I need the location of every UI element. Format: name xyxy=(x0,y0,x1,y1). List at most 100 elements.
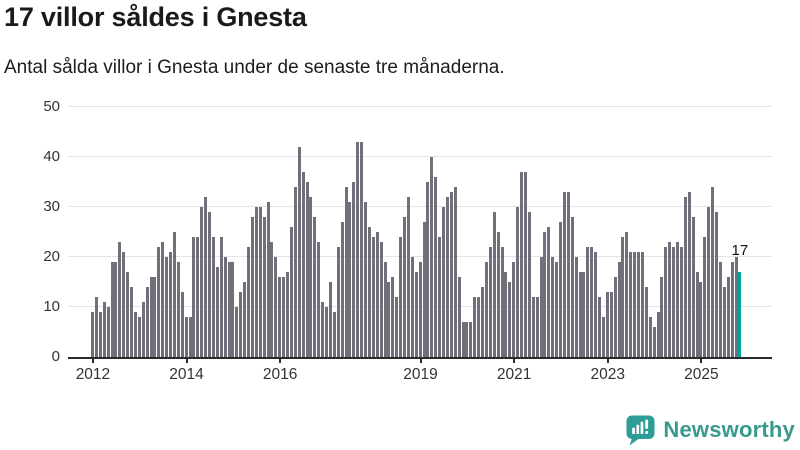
bar xyxy=(679,247,683,357)
y-axis-label-10: 10 xyxy=(43,298,60,315)
gridline-20 xyxy=(68,256,772,257)
x-axis-label-2016: 2016 xyxy=(262,366,298,383)
bar xyxy=(426,182,430,357)
bar xyxy=(473,297,477,357)
bar xyxy=(301,172,305,357)
bar xyxy=(184,317,188,357)
bar xyxy=(711,187,715,357)
bar xyxy=(266,202,270,357)
bar xyxy=(531,297,535,357)
bar xyxy=(114,262,118,357)
bar xyxy=(687,192,691,357)
bar xyxy=(223,257,227,357)
bar xyxy=(258,207,262,357)
bar xyxy=(695,272,699,357)
bar xyxy=(383,262,387,357)
bar xyxy=(449,192,453,357)
bar xyxy=(293,187,297,357)
bar xyxy=(270,242,274,357)
bar xyxy=(91,312,94,357)
newsworthy-logo[interactable]: Newsworthy xyxy=(626,412,795,448)
bar xyxy=(718,262,722,357)
bar xyxy=(594,252,598,357)
gridline-40 xyxy=(68,156,772,157)
bar xyxy=(570,217,574,357)
bar xyxy=(391,277,395,357)
bar xyxy=(617,262,621,357)
y-axis-label-0: 0 xyxy=(51,348,60,365)
bar xyxy=(461,322,465,357)
bar xyxy=(609,292,613,357)
bar xyxy=(726,277,730,357)
bar xyxy=(204,197,208,357)
bar xyxy=(414,272,418,357)
y-axis-label-50: 50 xyxy=(43,98,60,115)
bar xyxy=(360,142,364,357)
bar xyxy=(730,262,734,357)
bar xyxy=(262,217,266,357)
bar xyxy=(137,317,141,357)
x-axis-tick-2012 xyxy=(91,357,94,363)
bar xyxy=(590,247,594,357)
highlighted-bar xyxy=(738,272,742,357)
bar xyxy=(559,222,562,357)
bar xyxy=(317,242,321,357)
bar xyxy=(215,267,219,357)
bar xyxy=(336,247,340,357)
bar xyxy=(660,277,664,357)
bar xyxy=(648,317,652,357)
bar xyxy=(722,287,726,357)
y-axis-label-20: 20 xyxy=(43,248,60,265)
bar xyxy=(149,277,153,357)
bar xyxy=(286,272,289,357)
bar xyxy=(118,242,122,357)
y-axis-label-30: 30 xyxy=(43,198,60,215)
bar xyxy=(208,212,211,357)
bar xyxy=(239,292,243,357)
bar xyxy=(133,312,137,357)
bar xyxy=(219,237,223,357)
bar xyxy=(297,147,301,357)
bar xyxy=(496,232,500,357)
bar xyxy=(551,257,555,357)
bar xyxy=(169,252,172,357)
bar xyxy=(621,237,625,357)
bar xyxy=(387,282,391,357)
bar xyxy=(582,272,586,357)
newsworthy-chart-bubble-icon xyxy=(626,415,655,445)
x-axis-label-2025: 2025 xyxy=(684,366,719,383)
bar xyxy=(586,247,590,357)
bar xyxy=(231,262,235,357)
bar xyxy=(625,232,629,357)
highlight-value-label: 17 xyxy=(731,242,749,259)
bar xyxy=(629,252,633,357)
bar xyxy=(278,277,282,357)
bar xyxy=(418,262,422,357)
x-axis-label-2023: 2023 xyxy=(590,366,625,383)
x-axis-tick-2016 xyxy=(279,357,282,363)
bar xyxy=(539,257,543,357)
bar xyxy=(371,237,375,357)
bar xyxy=(328,282,332,357)
bar xyxy=(332,312,336,357)
bar xyxy=(469,322,473,357)
bar xyxy=(161,242,165,357)
page-subtitle: Antal sålda villor i Gnesta under de sen… xyxy=(4,57,505,78)
bar xyxy=(492,212,496,357)
bar xyxy=(664,247,668,357)
bar xyxy=(633,252,637,357)
bar xyxy=(477,297,481,357)
bar xyxy=(500,247,504,357)
bar xyxy=(488,247,492,357)
bar xyxy=(543,232,547,357)
bar xyxy=(640,252,644,357)
bar xyxy=(367,227,371,357)
bar xyxy=(379,242,383,357)
x-axis-label-2014: 2014 xyxy=(169,366,204,383)
bar xyxy=(481,287,484,357)
bar xyxy=(200,207,204,357)
bar xyxy=(430,157,434,357)
bar xyxy=(605,292,609,357)
bar xyxy=(465,322,469,357)
x-axis-tick-2023 xyxy=(606,357,609,363)
